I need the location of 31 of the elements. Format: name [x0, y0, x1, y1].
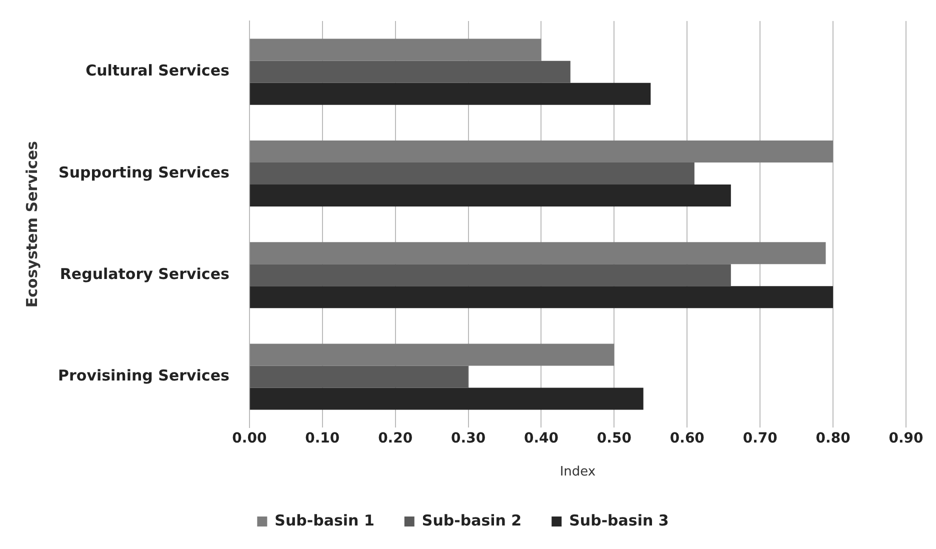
legend-label: Sub-basin 2 — [422, 511, 522, 530]
x-tick-label: 0.00 — [232, 430, 267, 447]
y-tick-label: Regulatory Services — [60, 265, 230, 284]
x-tick-label: 0.80 — [816, 430, 851, 447]
bar — [250, 38, 542, 61]
x-axis-title: Index — [560, 464, 596, 480]
bar — [250, 344, 614, 366]
x-tick-label: 0.90 — [888, 430, 924, 447]
x-tick-label: 0.50 — [596, 430, 632, 447]
y-tick-label: Supporting Services — [58, 163, 230, 182]
bar — [250, 264, 731, 286]
legend-label: Sub-basin 1 — [274, 511, 374, 530]
bar — [250, 184, 731, 207]
bar — [250, 82, 651, 105]
x-tick-label: 0.20 — [378, 430, 413, 447]
bar — [250, 366, 468, 388]
y-tick-label: Cultural Services — [86, 62, 230, 80]
x-tick-label: 0.30 — [451, 430, 486, 447]
y-axis-title: Ecosystem Services — [22, 140, 41, 308]
bar — [250, 162, 694, 184]
bar — [250, 60, 570, 83]
x-tick-label: 0.70 — [742, 430, 778, 447]
y-tick-label: Provisining Services — [58, 366, 230, 385]
bar — [250, 388, 644, 410]
x-tick-label: 0.10 — [305, 430, 340, 447]
bar — [250, 140, 834, 162]
bar — [250, 286, 834, 308]
legend-label: Sub-basin 3 — [569, 511, 669, 530]
x-tick-label: 0.60 — [670, 430, 705, 447]
bar — [250, 242, 826, 264]
x-tick-label: 0.40 — [524, 430, 559, 447]
